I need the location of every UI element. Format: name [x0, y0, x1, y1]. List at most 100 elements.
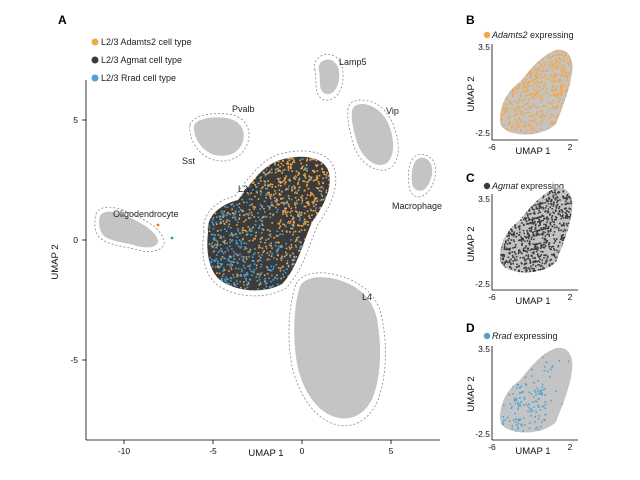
l23-cell-point: [209, 287, 211, 290]
adamts2-cell-point: [549, 63, 552, 65]
agmat-cell-point: [542, 266, 544, 269]
l23-cell-point: [256, 170, 259, 172]
l23-cell-point: [327, 155, 329, 157]
adamts2-cell-point: [505, 49, 507, 52]
agmat-cell-point: [533, 275, 535, 277]
adamts2-cell-point: [536, 111, 538, 114]
l23-cell-point: [266, 187, 268, 190]
l23-cell-point: [235, 267, 237, 270]
agmat-cell-point: [539, 204, 541, 206]
agmat-cell-point: [542, 246, 545, 249]
agmat-cell-point: [531, 252, 534, 254]
agmat-cell-point: [527, 257, 529, 260]
l23-cell-point: [212, 206, 214, 208]
agmat-cell-point: [564, 208, 566, 210]
adamts2-cell-point: [559, 86, 562, 88]
l23-cell-point: [248, 186, 250, 188]
l23-cell-point: [284, 295, 286, 297]
l23-cell-point: [210, 291, 212, 293]
agmat-cell-point: [531, 248, 534, 251]
agmat-cell-point: [566, 198, 568, 201]
agmat-cell-point: [568, 235, 571, 237]
agmat-cell-point: [537, 274, 539, 276]
adamts2-cell-point: [556, 106, 559, 109]
adamts2-cell-point: [530, 53, 532, 55]
l23-cell-point: [298, 177, 301, 180]
l23-cell-point: [322, 262, 325, 265]
adamts2-cell-point: [527, 104, 530, 107]
l23-cell-point: [233, 179, 236, 181]
l23-cell-point: [234, 212, 236, 214]
agmat-cell-point: [509, 221, 512, 223]
agmat-cell-point: [540, 202, 542, 205]
agmat-cell-point: [519, 251, 522, 254]
l23-cell-point: [260, 263, 263, 266]
agmat-cell-point: [534, 243, 536, 246]
adamts2-cell-point: [542, 105, 544, 107]
agmat-cell-point: [503, 254, 506, 256]
adamts2-cell-point: [538, 67, 540, 70]
agmat-cell-point: [574, 226, 576, 228]
l23-cell-point: [287, 169, 290, 171]
rrad-cell-point: [534, 420, 536, 423]
agmat-cell-point: [570, 223, 572, 226]
l23-cell-point: [254, 248, 256, 250]
l23-cell-point: [284, 271, 287, 274]
adamts2-cell-point: [552, 106, 555, 108]
adamts2-cell-point: [549, 61, 552, 63]
adamts2-cell-point: [521, 54, 523, 56]
l23-cell-point: [224, 162, 226, 164]
agmat-cell-point: [548, 190, 551, 193]
adamts2-cell-point: [556, 101, 559, 103]
l23-cell-point: [267, 269, 269, 271]
rrad-cell-point: [539, 393, 542, 395]
rrad-cell-point: [543, 353, 546, 355]
agmat-cell-point: [527, 237, 530, 240]
rrad-cell-point: [573, 362, 575, 364]
l23-cell-point: [239, 291, 241, 293]
agmat-cell-point: [526, 223, 528, 225]
agmat-cell-point: [518, 270, 520, 273]
adamts2-cell-point: [551, 75, 554, 78]
l23-cell-point: [228, 192, 230, 194]
l23-cell-point: [251, 162, 253, 165]
l23-cell-point: [259, 208, 261, 210]
l23-cell-point: [276, 167, 279, 170]
l23-cell-point: [274, 192, 277, 195]
adamts2-cell-point: [512, 49, 514, 51]
l23-cell-point: [245, 213, 248, 215]
l23-cell-point: [328, 170, 330, 172]
l23-cell-point: [306, 194, 309, 196]
l23-cell-point: [220, 292, 222, 294]
adamts2-cell-point: [539, 86, 541, 88]
agmat-cell-point: [561, 248, 563, 250]
adamts2-cell-point: [513, 89, 515, 91]
l23-cell-point: [299, 212, 301, 215]
l23-cell-point: [304, 221, 307, 224]
agmat-cell-point: [546, 190, 548, 193]
adamts2-cell-point: [507, 99, 510, 101]
agmat-cell-point: [541, 193, 544, 196]
l23-cell-point: [216, 244, 219, 247]
adamts2-cell-point: [570, 128, 573, 131]
adamts2-cell-point: [547, 49, 550, 50]
l23-cell-point: [311, 273, 314, 276]
l23-cell-point: [301, 202, 303, 205]
l23-cell-point: [295, 170, 298, 173]
l23-cell-point: [232, 167, 235, 170]
l23-cell-point: [227, 258, 230, 260]
adamts2-cell-point: [523, 99, 525, 102]
agmat-cell-point: [504, 201, 506, 203]
adamts2-cell-point: [526, 134, 528, 135]
c-ytick-bottom: -2.5: [475, 279, 490, 289]
agmat-cell-point: [525, 266, 527, 269]
rrad-cell-point: [544, 403, 547, 406]
adamts2-cell-point: [555, 124, 557, 126]
l23-cell-point: [328, 187, 330, 190]
l23-cell-point: [231, 191, 233, 193]
l23-cell-point: [339, 241, 341, 243]
agmat-cell-point: [506, 269, 508, 272]
agmat-cell-point: [553, 201, 555, 203]
agmat-cell-point: [523, 258, 526, 261]
adamts2-cell-point: [529, 138, 531, 140]
